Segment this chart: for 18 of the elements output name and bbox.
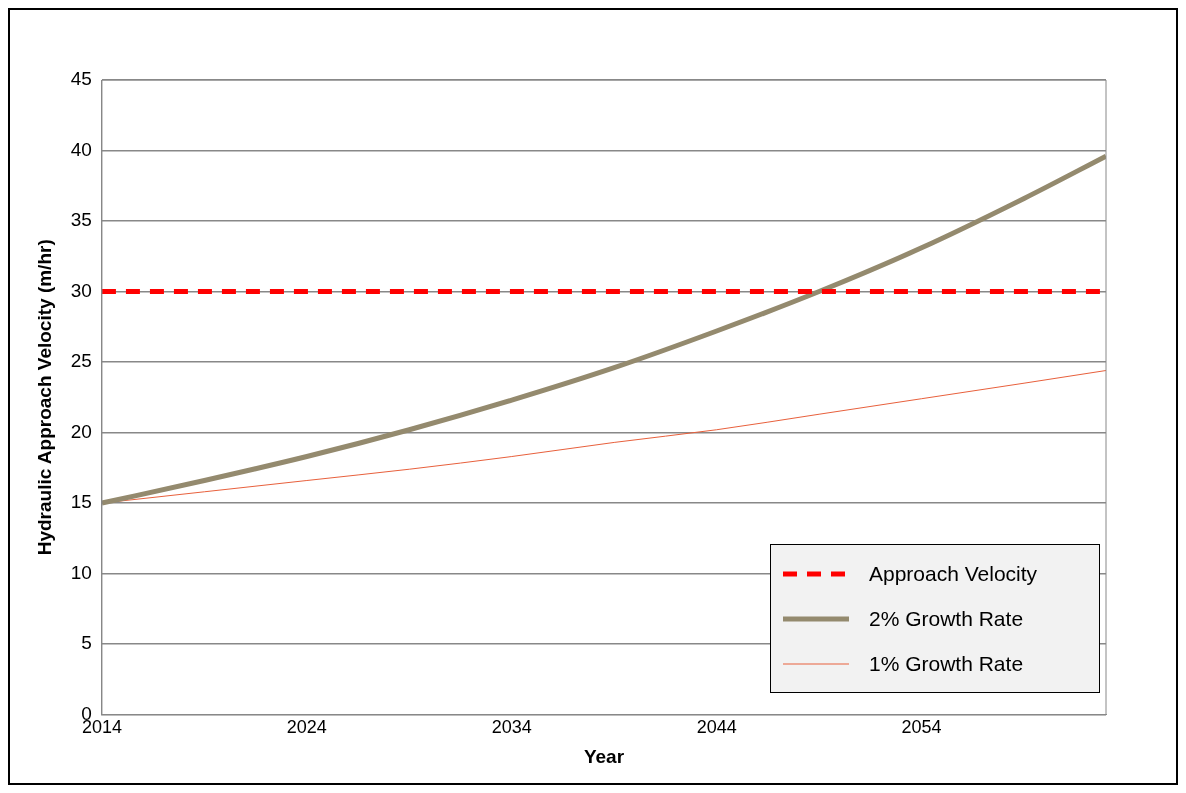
x-tick-label: 2024	[286, 717, 327, 738]
y-tick-label: 45	[70, 68, 92, 90]
legend-label: 1% Growth Rate	[869, 651, 1024, 676]
y-tick-label: 5	[81, 632, 92, 654]
y-axis-title: Hydraulic Approach Velocity (m/hr)	[33, 239, 55, 556]
x-tick-label: 2034	[491, 717, 532, 738]
legend-label: 2% Growth Rate	[869, 606, 1024, 631]
y-tick-label: 15	[70, 491, 92, 513]
x-tick-label: 2044	[696, 717, 737, 738]
y-tick-label: 40	[70, 138, 92, 160]
legend-label: Approach Velocity	[869, 561, 1038, 586]
y-tick-label: 25	[70, 350, 92, 372]
x-tick-label: 2054	[901, 717, 942, 738]
x-axis-title: Year	[583, 745, 625, 767]
y-tick-label: 30	[70, 279, 92, 301]
y-tick-label: 20	[70, 420, 92, 442]
y-tick-label: 35	[70, 209, 92, 231]
y-tick-label: 10	[70, 561, 92, 583]
